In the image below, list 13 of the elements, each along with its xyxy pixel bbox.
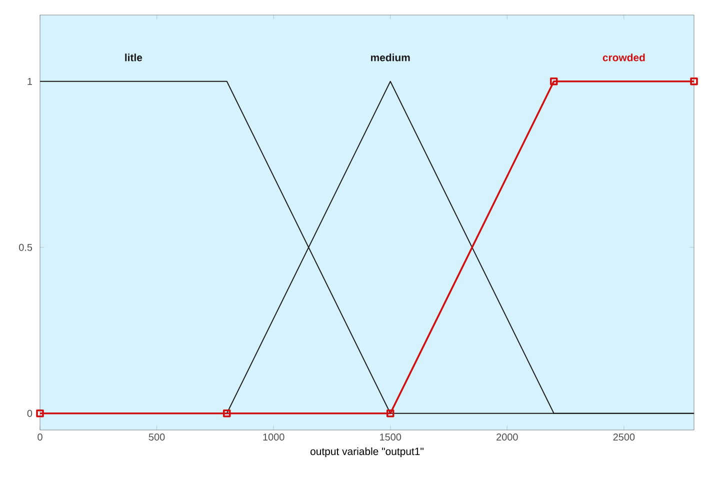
- text: medium: [370, 54, 410, 62]
- series-label: litle: [125, 54, 142, 62]
- series-label: crowded: [602, 54, 645, 62]
- x-tick-label: 2000: [496, 434, 518, 441]
- x-axis-title: output variable "output1": [310, 447, 424, 458]
- y-tick-label: 1: [28, 78, 32, 85]
- x-tick-label: 500: [148, 434, 165, 441]
- x-tick-label: 0: [38, 434, 42, 441]
- x-tick-label: 2500: [613, 434, 635, 441]
- x-tick-label: 1500: [380, 434, 402, 441]
- x-tick-label: 1000: [263, 434, 284, 441]
- y-tick-label: 0: [27, 410, 32, 417]
- y-tick-label: 0.5: [19, 244, 32, 251]
